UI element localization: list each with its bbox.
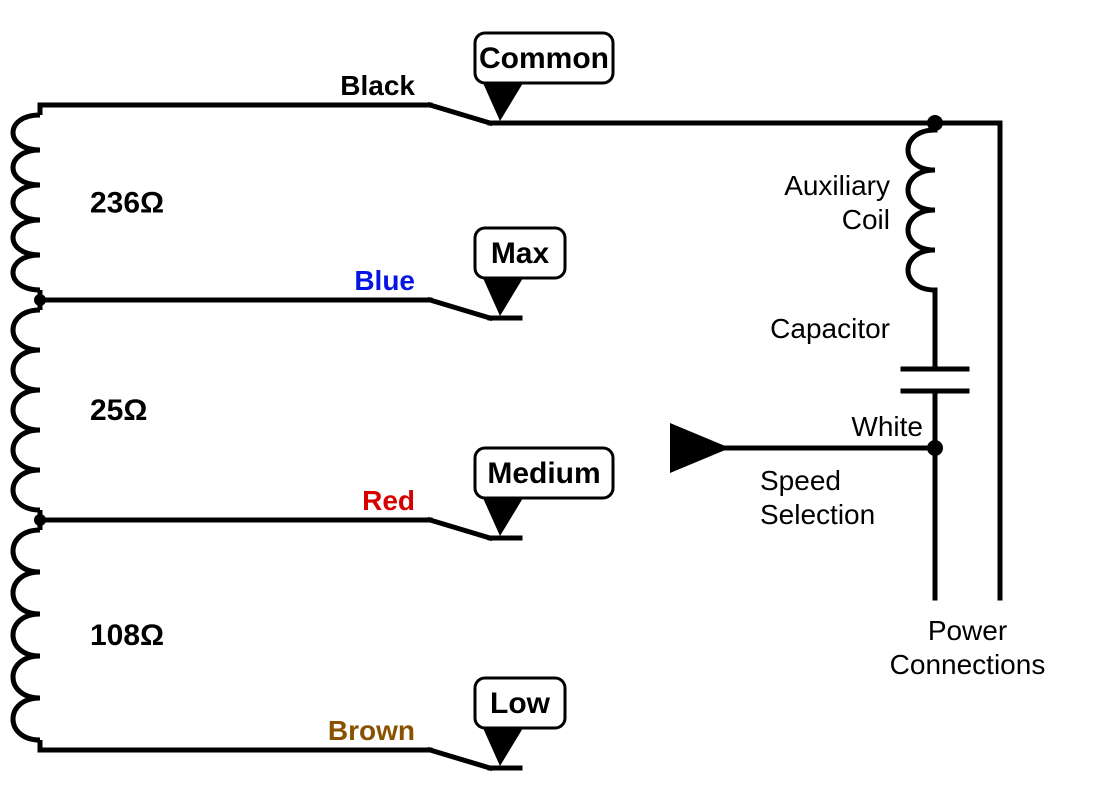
tag-label-max: Max xyxy=(491,237,550,270)
power-connections-label-line1: Power xyxy=(928,615,1007,646)
auxiliary-coil-label-line1: Auxiliary xyxy=(784,170,890,201)
white-wire-label: White xyxy=(851,411,923,442)
capacitor-label: Capacitor xyxy=(770,313,890,344)
resistance-label-r1: 236Ω xyxy=(90,187,164,220)
motor-wiring-diagram: 236Ω 25Ω 108Ω Black Common Blue Max Red Medium Br… xyxy=(0,0,1100,808)
wire-color-label-medium: Red xyxy=(362,485,415,516)
tag-label-medium: Medium xyxy=(487,457,600,490)
resistance-label-r3: 108Ω xyxy=(90,619,164,652)
tag-pointer-low xyxy=(483,728,523,766)
auxiliary-coil-label-line2: Coil xyxy=(842,204,890,235)
coil-loops xyxy=(13,530,40,740)
tag-pointer-medium xyxy=(483,498,523,536)
speed-selection-label-line2: Selection xyxy=(760,499,875,530)
tag-label-common: Common xyxy=(479,42,609,75)
wire-color-label-max: Blue xyxy=(354,265,415,296)
tag-pointer-common xyxy=(483,83,523,121)
coil-loops xyxy=(13,115,40,290)
auxiliary-coil xyxy=(908,130,935,290)
tag-pointer-max xyxy=(483,278,523,316)
wire-color-label-common: Black xyxy=(340,70,415,101)
tag-label-low: Low xyxy=(490,687,551,720)
power-connections-label-line2: Connections xyxy=(890,649,1046,680)
speed-selection-label-line1: Speed xyxy=(760,465,841,496)
resistance-label-r2: 25Ω xyxy=(90,394,147,427)
wire-color-label-low: Brown xyxy=(328,715,415,746)
coil-loops xyxy=(13,310,40,510)
